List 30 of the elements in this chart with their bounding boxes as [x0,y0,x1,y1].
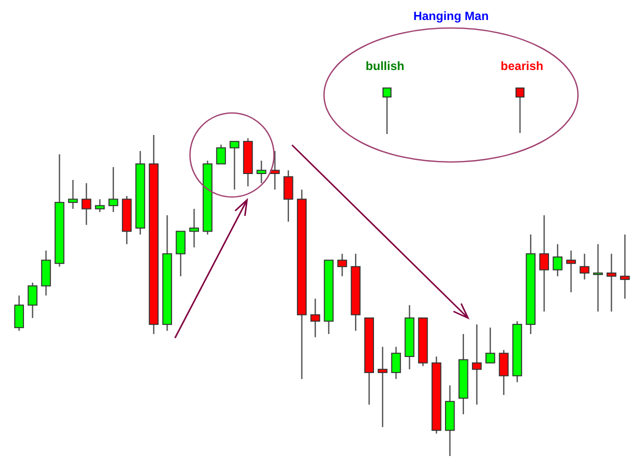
candlestick [189,208,199,248]
candlestick [552,243,562,277]
candlestick [270,150,280,190]
candlestick [606,253,616,312]
candlestick [216,144,226,165]
candlestick [485,326,496,364]
chart-title: Hanging Man [413,9,489,23]
candlestick [176,230,186,277]
candlestick [498,349,509,396]
candlestick [539,214,550,312]
candlestick [337,253,348,277]
candlestick [620,234,630,300]
candlestick [391,346,401,380]
candlestick [283,170,294,222]
candlestick [108,166,118,213]
candlestick [472,324,482,406]
candlestick [580,253,590,280]
candlestick [68,179,78,210]
candlestick [378,346,388,428]
candlestick [230,140,240,190]
candlestick [566,250,576,293]
candlestick [94,198,105,213]
text: bullish [366,59,404,73]
candlestick [82,182,92,226]
candlestick [593,243,603,312]
text: bearish [500,59,544,73]
candlestick [14,294,24,332]
candlestick [28,282,38,319]
candlestick [256,160,266,184]
candlestick [310,298,320,338]
